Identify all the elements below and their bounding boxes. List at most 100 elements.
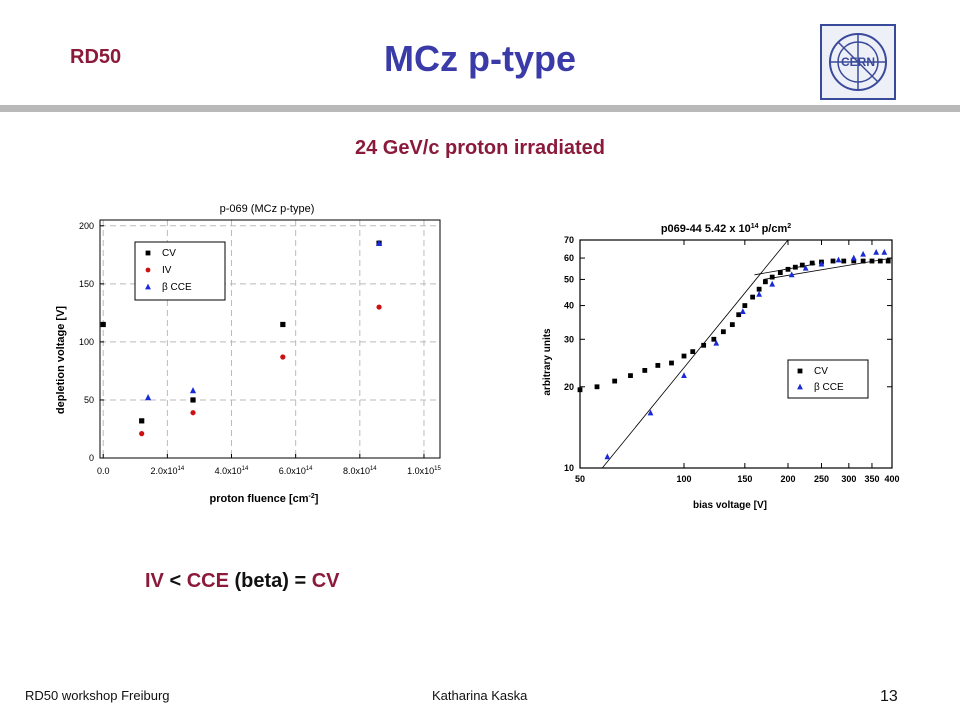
- data-point-square: [756, 286, 762, 292]
- data-point-triangle: [713, 339, 720, 346]
- y-tick-label: 200: [79, 221, 94, 231]
- data-point-square: [841, 258, 847, 264]
- y-axis-label: depletion voltage [V]: [55, 306, 67, 415]
- conclusion-mid: (beta) =: [228, 570, 312, 592]
- data-point-triangle: [145, 394, 152, 401]
- page-number: 13: [880, 688, 898, 705]
- data-point-circle: [280, 354, 286, 360]
- y-axis-label: arbitrary units: [542, 328, 553, 396]
- logo-text: CERN: [841, 55, 875, 69]
- data-point-square: [869, 258, 875, 264]
- conclusion-text: IV < CCE (beta) = CV: [145, 570, 340, 593]
- data-point-triangle: [189, 387, 197, 394]
- y-tick-label: 30: [564, 334, 574, 344]
- data-point-square: [750, 294, 756, 300]
- x-tick-label: 0.0: [97, 466, 110, 476]
- x-axis-label: bias voltage [V]: [693, 500, 767, 511]
- data-point-square: [762, 279, 768, 285]
- data-point-square: [877, 258, 883, 264]
- legend-label: IV: [162, 265, 172, 276]
- data-point-square: [792, 264, 798, 270]
- data-point-square: [655, 363, 661, 368]
- x-tick-label: 150: [737, 474, 752, 484]
- data-point-triangle: [788, 271, 795, 278]
- data-point-triangle: [739, 308, 746, 314]
- y-tick-label: 50: [564, 274, 574, 284]
- data-point-square: [100, 321, 106, 328]
- data-point-square: [860, 258, 866, 264]
- y-tick-label: 70: [564, 235, 574, 245]
- data-point-square: [742, 303, 748, 308]
- x-tick-label: 300: [841, 474, 856, 484]
- data-point-square: [280, 321, 286, 328]
- data-point-triangle: [873, 248, 880, 255]
- data-point-triangle: [375, 239, 383, 246]
- x-tick-label: 4.0x1014: [215, 466, 249, 476]
- org-label: RD50: [70, 46, 122, 68]
- y-tick-label: 60: [564, 253, 574, 263]
- data-point-square: [612, 378, 618, 384]
- data-point-triangle: [647, 409, 654, 416]
- data-point-square: [769, 274, 775, 280]
- data-point-square: [711, 336, 717, 342]
- legend-marker: [145, 283, 151, 290]
- slide-subtitle: 24 GeV/c proton irradiated: [354, 137, 606, 159]
- depletion-voltage-chart: 0 50 100 150 200 0.0 2.0x1014 4.0x1014 6.0x1014 8…: [55, 203, 441, 505]
- data-point-square: [777, 270, 783, 275]
- y-tick-label: 40: [564, 301, 574, 311]
- x-tick-label: 6.0x1014: [279, 466, 313, 476]
- chart-title: p-069 (MCz p-type): [220, 203, 315, 215]
- x-axis-label: proton fluence [cm-2]: [210, 493, 319, 505]
- data-point-triangle: [681, 372, 687, 379]
- data-point-square: [190, 397, 196, 403]
- footer-event: RD50 workshop Freiburg: [25, 688, 170, 703]
- data-point-square: [799, 262, 805, 268]
- legend-marker: [797, 368, 803, 374]
- conclusion-iv: IV: [145, 570, 164, 592]
- conclusion-cce: CCE: [186, 570, 229, 592]
- data-point-triangle: [802, 264, 809, 271]
- plot-frame: [99, 219, 441, 459]
- data-point-square: [809, 260, 815, 266]
- x-tick-label: 100: [676, 474, 691, 484]
- data-point-square: [139, 418, 145, 424]
- x-tick-label: 1.0x1015: [407, 466, 441, 476]
- data-point-square: [785, 266, 791, 272]
- data-point-triangle: [850, 254, 857, 261]
- data-point-square: [885, 258, 891, 264]
- data-point-square: [577, 387, 583, 393]
- x-tick-label: 50: [575, 474, 585, 484]
- data-point-square: [669, 360, 674, 366]
- data-point-square: [729, 322, 735, 328]
- legend-label: CV: [162, 248, 176, 259]
- data-point-square: [701, 342, 707, 348]
- data-point-triangle: [756, 291, 763, 297]
- footer-author: Katharina Kaska: [432, 688, 528, 703]
- data-point-triangle: [818, 260, 825, 267]
- legend-marker: [797, 383, 803, 390]
- data-point-square: [681, 353, 687, 359]
- legend-label: β CCE: [162, 282, 192, 293]
- data-point-triangle: [881, 248, 888, 255]
- bias-voltage-chart: 10 20 30 40 50 60 70 50 100 150 200 250 300 350 400 CV…: [542, 223, 900, 511]
- legend-box: [787, 359, 869, 399]
- cern-logo: CERN: [820, 24, 896, 100]
- data-point-square: [851, 258, 857, 264]
- legend-label: CV: [814, 366, 828, 377]
- data-point-square: [628, 373, 633, 379]
- x-tick-label: 2.0x1014: [150, 466, 184, 476]
- y-tick-label: 150: [79, 279, 94, 289]
- data-point-square: [736, 312, 742, 318]
- data-point-square: [594, 384, 600, 390]
- y-tick-label: 100: [79, 337, 94, 347]
- data-point-circle: [139, 431, 145, 437]
- x-tick-label: 350: [864, 474, 879, 484]
- conclusion-op: <: [163, 570, 187, 592]
- legend-marker: [145, 250, 151, 256]
- plot-frame: [579, 239, 893, 469]
- x-tick-label: 400: [884, 474, 899, 484]
- legend-marker: [145, 267, 151, 273]
- data-point-circle: [376, 304, 382, 310]
- y-tick-label: 20: [564, 382, 574, 392]
- data-point-triangle: [835, 256, 842, 263]
